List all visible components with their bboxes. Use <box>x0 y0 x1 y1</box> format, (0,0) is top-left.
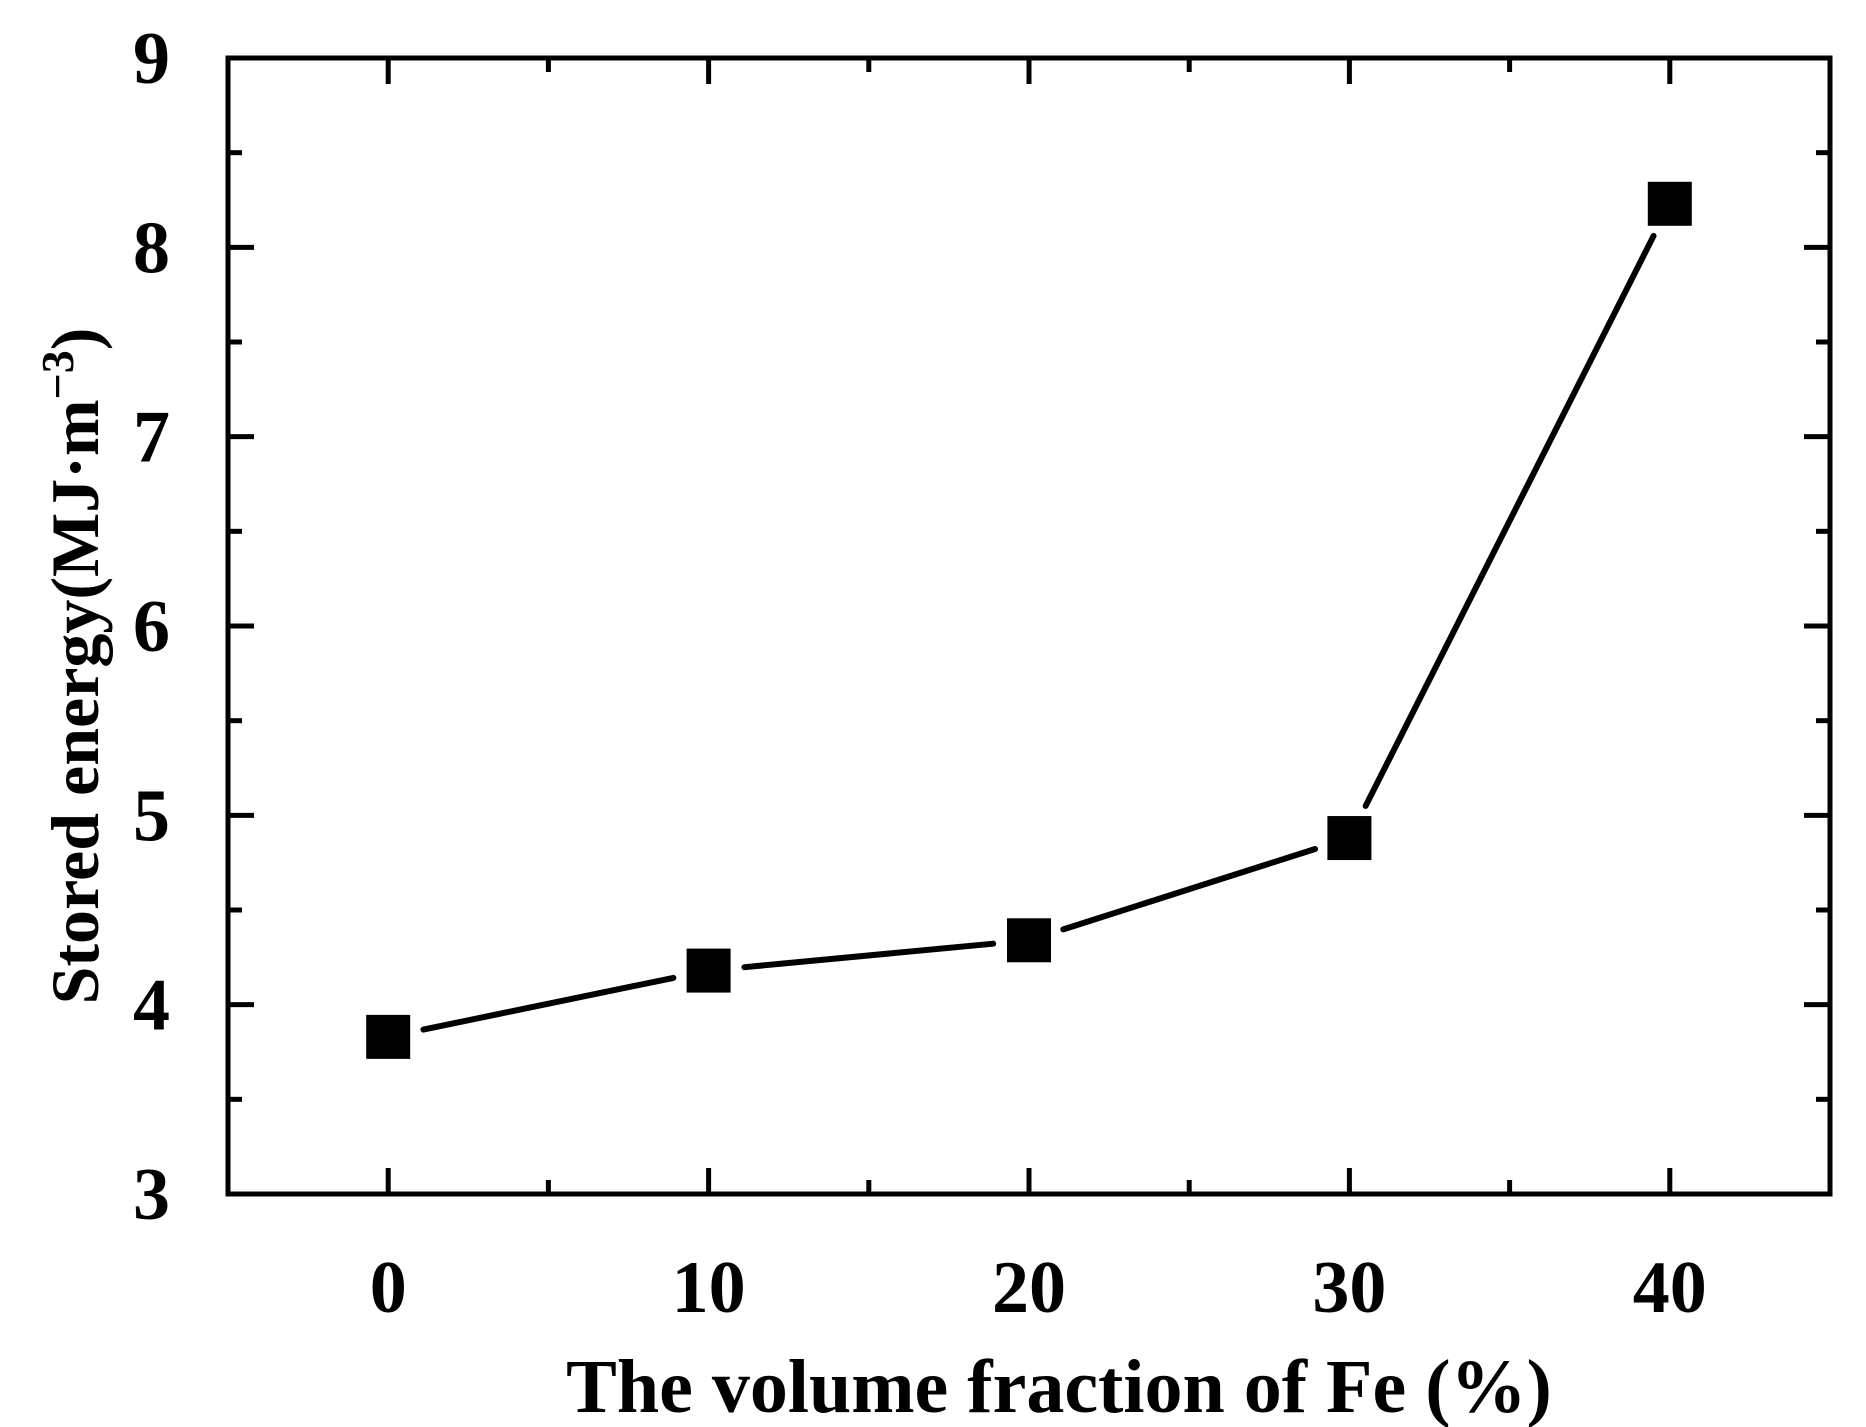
series-segment <box>420 974 677 1033</box>
y-tick-label: 6 <box>133 586 170 668</box>
x-tick-label: 40 <box>1633 1247 1707 1329</box>
axis-ticks <box>228 58 1830 1194</box>
y-axis-label-base: Stored energy(MJ·m <box>37 399 113 1004</box>
data-point <box>1327 816 1372 861</box>
tick-labels: 0 10 20 30 40 3 4 5 6 7 8 9 <box>133 18 1707 1329</box>
x-tick-label: 0 <box>370 1247 407 1329</box>
y-tick-label: 4 <box>133 965 170 1047</box>
y-tick-label: 9 <box>133 18 170 100</box>
y-axis-label-superscript: −3 <box>32 350 83 399</box>
y-axis-label: Stored energy(MJ·m−3) <box>32 328 114 1005</box>
y-axis-label-close: ) <box>37 328 113 351</box>
plot-frame <box>225 55 1833 1197</box>
data-point <box>1647 181 1692 226</box>
y-tick-label: 5 <box>133 775 170 857</box>
data-point <box>366 1014 411 1059</box>
y-tick-label: 3 <box>133 1154 170 1236</box>
data-point <box>1007 918 1051 963</box>
series-segment <box>1060 845 1319 933</box>
y-tick-label: 7 <box>133 397 170 479</box>
x-axis-label: The volume fraction of Fe (%) <box>566 1345 1552 1427</box>
series-segment <box>741 940 997 971</box>
series-layer <box>366 181 1692 1059</box>
series-segment <box>1362 232 1657 809</box>
x-tick-label: 30 <box>1312 1247 1386 1329</box>
data-point <box>686 948 731 993</box>
y-tick-label: 8 <box>133 207 170 289</box>
x-tick-label: 20 <box>992 1247 1066 1329</box>
x-tick-label: 10 <box>672 1247 746 1329</box>
